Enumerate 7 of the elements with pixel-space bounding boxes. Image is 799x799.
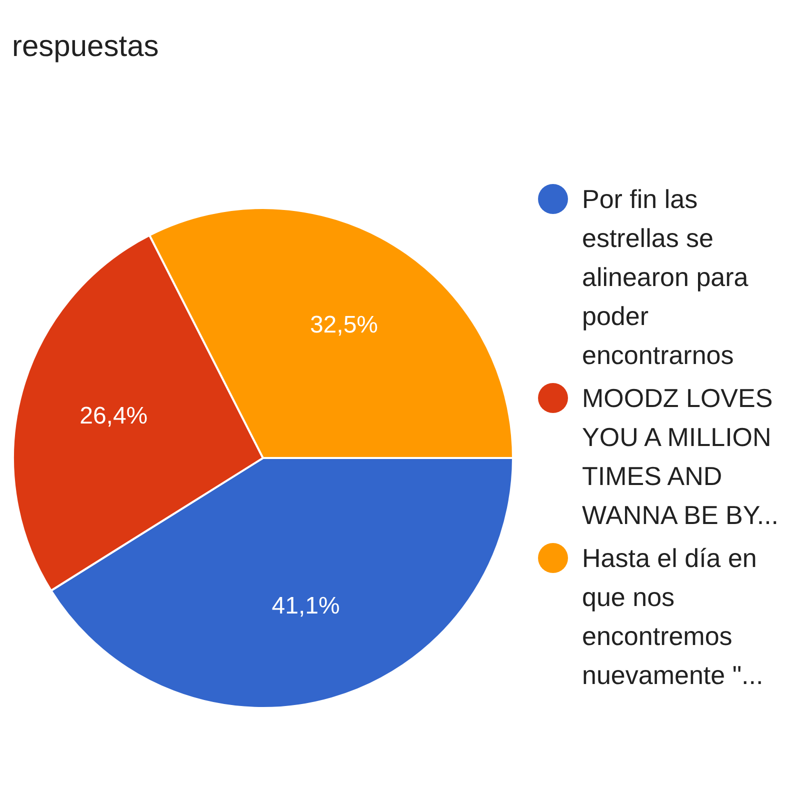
chart-title: respuestas [12,30,159,64]
data-label: 41,1% [272,592,340,620]
data-label: 26,4% [80,402,148,430]
legend-label: Hasta el día en que nos encontremos nuevamente "... [582,542,764,692]
legend-label: Por fin las estrellas se alinearon para poder encontrarnos [582,183,750,372]
data-label: 32,5% [310,311,378,338]
legend-label: MOODZ LOVES YOU A MILLION TIMES AND WANNA BE BY... [582,382,780,532]
